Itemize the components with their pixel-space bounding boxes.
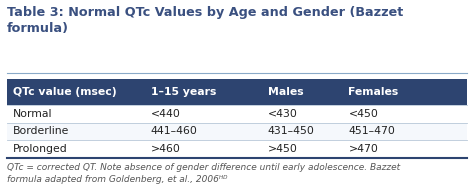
Text: <450: <450 <box>348 109 378 119</box>
FancyBboxPatch shape <box>7 140 467 158</box>
Text: Borderline: Borderline <box>13 126 69 136</box>
Text: Females: Females <box>348 87 399 97</box>
Text: <440: <440 <box>151 109 181 119</box>
Text: 441–460: 441–460 <box>151 126 198 136</box>
Text: Normal: Normal <box>13 109 52 119</box>
Text: QTc = corrected QT. Note absence of gender difference until early adolescence. B: QTc = corrected QT. Note absence of gend… <box>7 163 400 184</box>
Text: 1–15 years: 1–15 years <box>151 87 216 97</box>
Text: 431–450: 431–450 <box>268 126 315 136</box>
Text: >450: >450 <box>268 144 298 154</box>
Text: <430: <430 <box>268 109 298 119</box>
Text: >470: >470 <box>348 144 378 154</box>
FancyBboxPatch shape <box>7 105 467 122</box>
Text: Table 3: Normal QTc Values by Age and Gender (Bazzet
formula): Table 3: Normal QTc Values by Age and Ge… <box>7 6 403 35</box>
Text: QTc value (msec): QTc value (msec) <box>13 87 116 97</box>
Text: Prolonged: Prolonged <box>13 144 67 154</box>
FancyBboxPatch shape <box>7 122 467 140</box>
FancyBboxPatch shape <box>7 79 467 105</box>
Text: Males: Males <box>268 87 303 97</box>
Text: >460: >460 <box>151 144 181 154</box>
Text: 451–470: 451–470 <box>348 126 395 136</box>
